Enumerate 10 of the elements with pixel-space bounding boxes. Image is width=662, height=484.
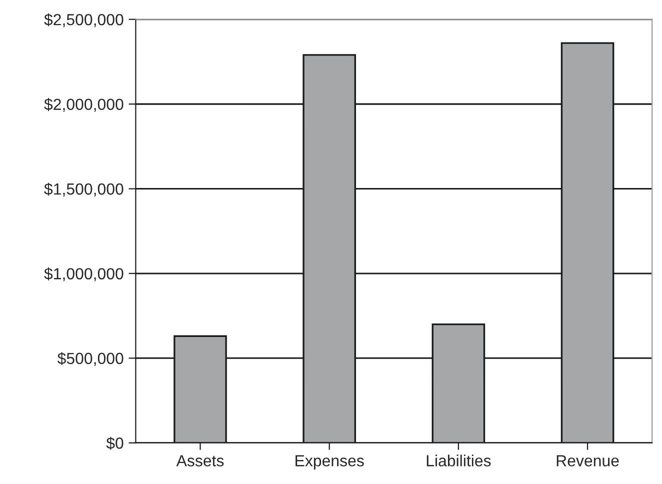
- y-tick-label: $1,000,000: [44, 267, 124, 282]
- x-tick-label: Expenses: [296, 455, 364, 470]
- x-tick-label: Liabilities: [426, 454, 491, 466]
- y-tick-label: $1,500,000: [44, 182, 124, 197]
- x-tick-label: Revenue: [556, 455, 619, 466]
- x-tick-label: Assets: [176, 455, 224, 466]
- y-tick-label: $2,000,000: [44, 98, 124, 112]
- y-tick-label: $2,500,000: [44, 13, 124, 28]
- y-tick-label: $500,000: [57, 352, 124, 366]
- y-tick-label: $0: [106, 436, 124, 450]
